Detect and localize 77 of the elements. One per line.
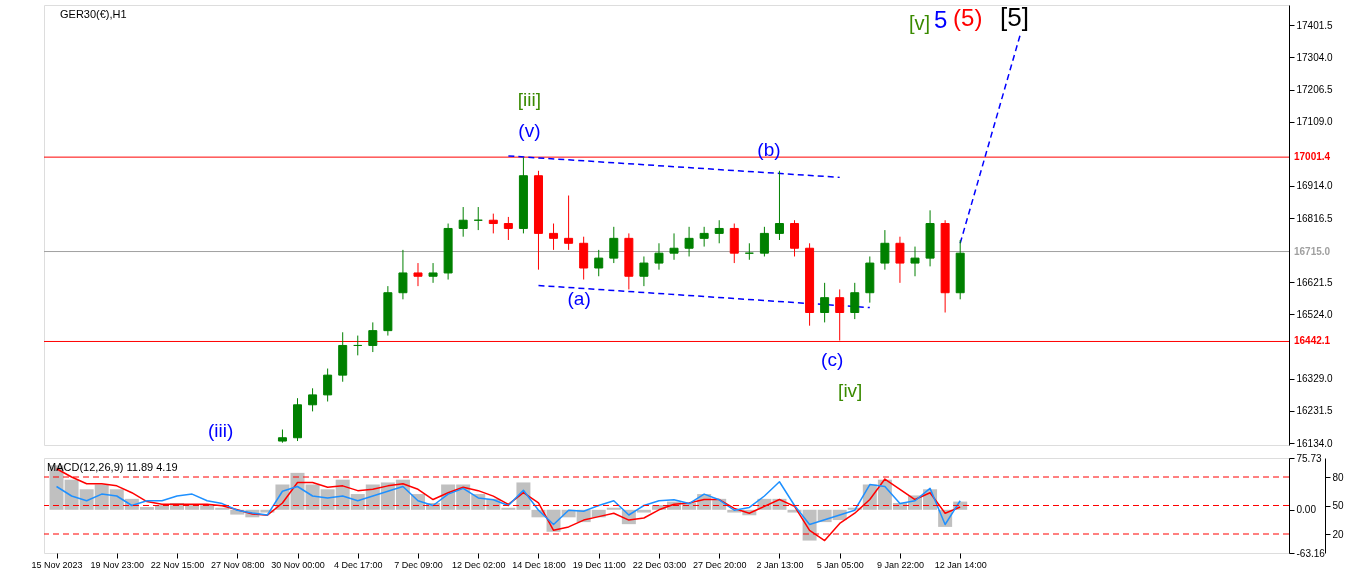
line-series bbox=[55, 481, 961, 526]
candlestick bbox=[323, 368, 333, 402]
candlestick bbox=[759, 226, 769, 257]
annotation: 5 bbox=[933, 6, 948, 34]
candlestick bbox=[458, 206, 468, 238]
x-tick-label: 19 Dec 11:00 bbox=[572, 559, 626, 570]
candlestick bbox=[895, 236, 905, 284]
y2-tick-label: 50 bbox=[1332, 500, 1345, 511]
annotation: [iii] bbox=[517, 89, 542, 111]
x-tick-label: 27 Dec 20:00 bbox=[692, 559, 747, 570]
candlestick bbox=[820, 282, 830, 323]
annotation: (a) bbox=[567, 287, 591, 309]
x-tick-label: 27 Nov 08:00 bbox=[210, 559, 265, 570]
candlestick bbox=[609, 226, 619, 264]
chart-title: MACD(12,26,9) 11.89 4.19 bbox=[47, 461, 178, 473]
y-tick-label: 17109.0 bbox=[1296, 116, 1334, 128]
x-tick-label: 12 Dec 02:00 bbox=[451, 559, 506, 570]
candlestick bbox=[398, 249, 408, 300]
y-tick-label: 17401.5 bbox=[1296, 19, 1334, 31]
x-tick-label: 22 Nov 15:00 bbox=[150, 559, 205, 570]
y2-tick-label: 80 bbox=[1332, 471, 1345, 483]
y-tick-label: 16524.0 bbox=[1296, 308, 1334, 320]
annotation: (v) bbox=[518, 119, 541, 141]
chart-title: GER30(€),H1 bbox=[60, 8, 127, 20]
x-tick-label: 19 Nov 23:00 bbox=[90, 559, 145, 570]
bar bbox=[606, 507, 621, 510]
candlestick bbox=[654, 242, 664, 271]
y-tick-label: 16231.5 bbox=[1296, 405, 1334, 417]
candlestick bbox=[699, 226, 709, 248]
candlestick bbox=[564, 195, 574, 251]
y-tick-label: 17304.0 bbox=[1296, 51, 1334, 63]
candlestick bbox=[413, 262, 423, 287]
candlestick bbox=[714, 219, 724, 244]
candlestick bbox=[880, 229, 890, 271]
candlestick bbox=[368, 321, 378, 353]
candlestick bbox=[669, 232, 679, 261]
annotation: [5] bbox=[999, 1, 1029, 32]
y-tick-label: 16329.0 bbox=[1296, 373, 1334, 385]
candlestick bbox=[910, 246, 920, 277]
candlestick bbox=[503, 216, 513, 241]
annotation: (b) bbox=[757, 139, 781, 161]
candlestick bbox=[488, 213, 498, 234]
x-tick-label: 5 Jan 05:00 bbox=[816, 559, 864, 570]
y-tick-label: 16914.0 bbox=[1296, 180, 1334, 192]
annotation: (iii) bbox=[208, 420, 234, 442]
ref-line-label: 16442.1 bbox=[1294, 335, 1331, 347]
x-tick-label: 14 Dec 18:00 bbox=[512, 559, 566, 570]
x-tick-label: 7 Dec 09:00 bbox=[394, 559, 443, 570]
x-tick-label: 4 Dec 17:00 bbox=[333, 559, 383, 570]
ref-line-label: 17001.4 bbox=[1294, 151, 1331, 163]
candlestick bbox=[594, 249, 604, 277]
ref-line-label: 16715.0 bbox=[1294, 245, 1331, 257]
x-tick-label: 9 Jan 22:00 bbox=[876, 559, 924, 570]
y2-tick-label: 20 bbox=[1332, 528, 1345, 540]
candlestick bbox=[684, 226, 694, 257]
candlestick bbox=[549, 223, 559, 251]
y-tick-label: 16134.0 bbox=[1296, 437, 1334, 449]
candlestick bbox=[774, 170, 784, 241]
x-tick-label: 30 Nov 00:00 bbox=[271, 559, 325, 570]
y-tick-label: 16621.5 bbox=[1296, 276, 1334, 288]
annotation: (5) bbox=[953, 3, 983, 31]
candlestick bbox=[850, 282, 860, 320]
x-tick-label: 2 Jan 13:00 bbox=[756, 559, 804, 570]
y-tick-label: -63.16 bbox=[1296, 547, 1326, 559]
y-tick-label: 16816.5 bbox=[1296, 212, 1334, 224]
y-tick-label: 17206.5 bbox=[1296, 84, 1334, 96]
candlestick bbox=[639, 255, 649, 287]
x-tick-label: 15 Nov 2023 bbox=[31, 559, 83, 570]
annotation: (c) bbox=[821, 349, 844, 371]
x-tick-label: 22 Dec 03:00 bbox=[632, 559, 687, 570]
annotation: [v] bbox=[908, 12, 931, 35]
annotation: [iv] bbox=[838, 379, 863, 401]
y-tick-label: 0.00 bbox=[1296, 504, 1317, 516]
candlestick bbox=[308, 387, 318, 412]
y-tick-label: 75.73 bbox=[1296, 452, 1322, 464]
x-tick-label: 12 Jan 14:00 bbox=[934, 559, 987, 570]
candlestick bbox=[428, 262, 438, 284]
